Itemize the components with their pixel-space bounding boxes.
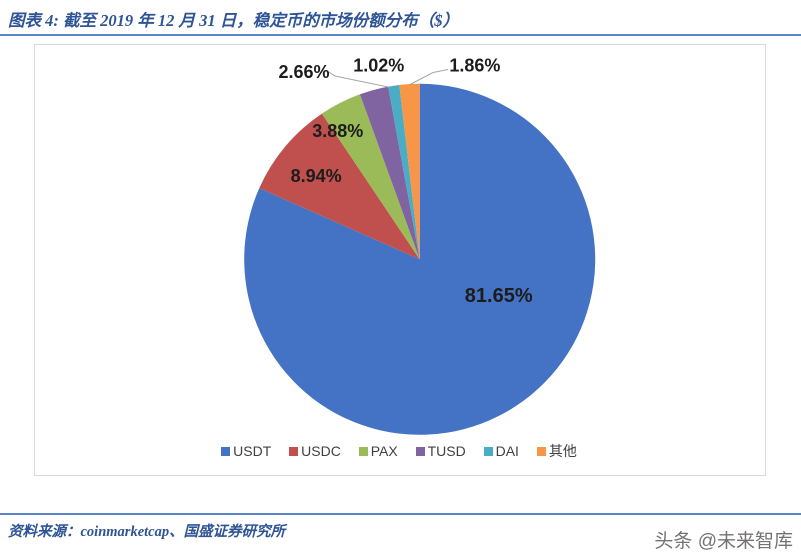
svg-text:2.66%: 2.66% <box>279 62 330 82</box>
svg-text:1.02%: 1.02% <box>353 55 404 75</box>
svg-text:1.86%: 1.86% <box>449 56 500 76</box>
svg-text:81.65%: 81.65% <box>465 285 533 307</box>
svg-text:8.94%: 8.94% <box>291 166 342 186</box>
svg-text:3.88%: 3.88% <box>312 121 363 141</box>
